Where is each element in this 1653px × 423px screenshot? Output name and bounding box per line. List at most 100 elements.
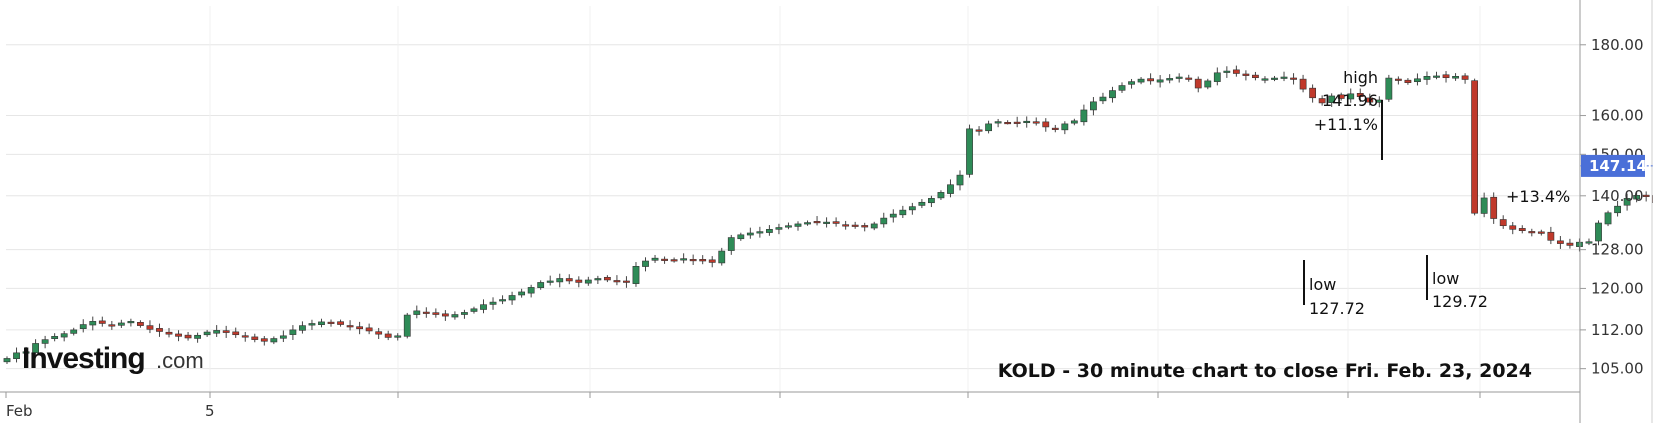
candle: [1452, 73, 1459, 81]
candle-body: [1423, 76, 1431, 80]
candle-body: [1480, 197, 1488, 214]
candle-body: [1032, 121, 1040, 124]
candle-body: [1204, 80, 1212, 88]
candle-body: [994, 121, 1002, 124]
candle: [403, 312, 411, 339]
candle: [727, 234, 735, 255]
candle: [1299, 74, 1307, 93]
logo-wordmark: Investing: [22, 342, 145, 375]
candle: [737, 232, 745, 241]
candle-body: [1499, 219, 1507, 227]
candle: [1337, 92, 1345, 101]
candle-body: [422, 311, 430, 314]
candle: [1023, 116, 1031, 128]
candle-body: [908, 206, 916, 211]
candle-body: [947, 184, 954, 194]
candle: [1137, 77, 1145, 85]
y-tick-label: 180.00: [1591, 36, 1644, 54]
candle: [1280, 71, 1288, 82]
candle-body: [270, 338, 278, 343]
candle-body: [1090, 101, 1097, 111]
candle: [632, 262, 640, 287]
candle-body: [1433, 75, 1440, 78]
candle-body: [1118, 85, 1126, 91]
candle: [680, 253, 688, 264]
candle-body: [1156, 79, 1164, 83]
candle-body: [1595, 222, 1602, 242]
candle: [765, 225, 773, 236]
last-price-label: 147.14: [1589, 157, 1647, 175]
candle-body: [1518, 228, 1526, 231]
y-tick-label: 112.00: [1591, 321, 1644, 339]
candle: [642, 257, 649, 272]
candle: [260, 336, 268, 346]
candle-body: [575, 279, 583, 283]
candle-body: [1109, 90, 1116, 99]
candle-body: [1452, 76, 1459, 79]
candle-body: [1366, 97, 1374, 103]
candle-body: [918, 201, 926, 206]
candle: [956, 170, 964, 191]
candle-body: [1576, 241, 1583, 247]
candle: [22, 346, 30, 358]
candle: [975, 126, 983, 136]
candle: [489, 297, 497, 310]
candle-body: [928, 198, 935, 204]
candle-body: [175, 333, 182, 337]
candle: [165, 327, 173, 338]
candle: [1213, 67, 1221, 86]
candle: [1576, 238, 1583, 252]
candle: [279, 330, 287, 343]
candle-body: [1185, 77, 1193, 80]
candle-body: [1261, 78, 1269, 81]
candle-body: [880, 217, 888, 225]
candle: [1328, 93, 1336, 107]
candle-body: [1232, 69, 1240, 74]
last-price-tag: [1581, 154, 1645, 177]
candle: [1490, 192, 1498, 224]
candle-body: [956, 174, 964, 186]
candle: [1442, 71, 1450, 83]
candle-body: [1556, 240, 1564, 244]
candle: [623, 276, 630, 288]
candle: [556, 273, 564, 288]
candle-body: [1013, 121, 1021, 124]
candle-body: [22, 351, 30, 354]
candle: [1070, 118, 1078, 126]
candle: [689, 254, 697, 265]
candle-body: [337, 321, 344, 325]
candle: [3, 356, 11, 364]
candle: [270, 336, 278, 345]
candle: [337, 319, 344, 327]
candle-body: [1309, 87, 1317, 99]
candle-body: [642, 260, 649, 267]
investing-logo: Investing .com: [22, 342, 204, 375]
candle-body: [756, 231, 764, 234]
candle: [1604, 210, 1612, 227]
candle: [89, 316, 97, 331]
candle: [1366, 93, 1374, 106]
candle: [1423, 71, 1431, 85]
candle-body: [1137, 78, 1145, 83]
candle-body: [603, 276, 611, 281]
candle: [327, 319, 335, 327]
candle: [1385, 74, 1393, 102]
candle: [994, 118, 1002, 128]
candle-body: [546, 280, 554, 283]
candle: [146, 320, 154, 334]
candle: [966, 124, 973, 178]
candle: [1080, 104, 1088, 126]
candle-body: [213, 330, 221, 334]
candle: [1595, 220, 1602, 246]
candle-body: [32, 343, 39, 353]
candle-body: [365, 327, 373, 332]
candle: [851, 221, 859, 229]
candle: [1261, 76, 1269, 84]
candle: [384, 330, 392, 341]
chart-caption: KOLD - 30 minute chart to close Fri. Feb…: [998, 360, 1532, 382]
change-annotation-text: +13.4%: [1506, 187, 1570, 206]
candle: [832, 217, 840, 227]
candle-body: [327, 321, 335, 324]
candle: [1309, 84, 1317, 103]
